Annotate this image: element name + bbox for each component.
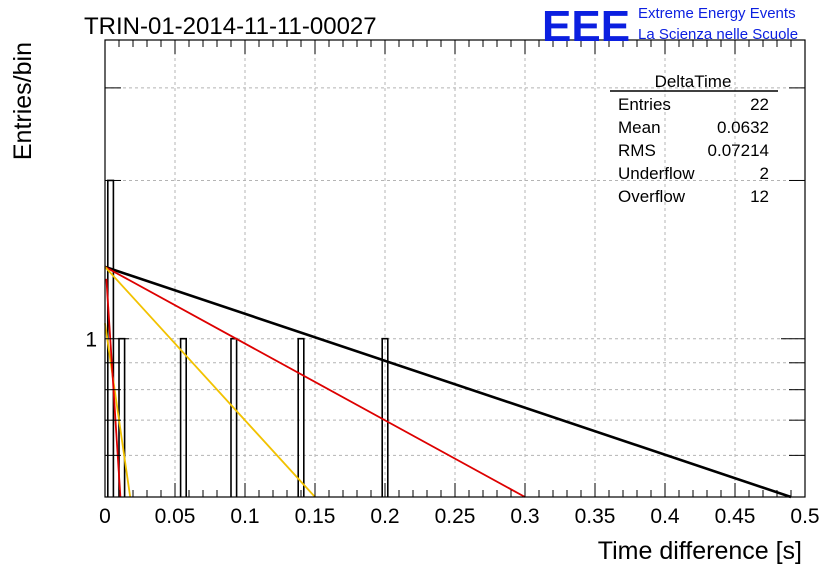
stats-label-overflow: Overflow [618, 187, 686, 206]
histogram-bin [230, 337, 238, 497]
histogram-bin [179, 337, 187, 497]
x-tick-label: 0.4 [650, 505, 680, 528]
fit-line [104, 323, 132, 498]
fit-line [105, 278, 122, 498]
stats-title: DeltaTime [655, 72, 732, 91]
x-tick-label: 0.25 [435, 505, 476, 528]
stats-label-mean: Mean [618, 118, 661, 137]
x-tick-label: 0.3 [510, 505, 539, 528]
fit-line [104, 266, 526, 498]
x-axis-label: Time difference [s] [598, 537, 802, 565]
stats-value-underflow: 2 [760, 164, 769, 183]
stats-label-rms: RMS [618, 141, 656, 160]
x-tick-label: 0.1 [230, 505, 259, 528]
fit-line [104, 265, 792, 499]
stats-label-entries: Entries [618, 95, 671, 114]
x-tick-label: 0.5 [790, 505, 819, 528]
logo-line-1: Extreme Energy Events [638, 5, 796, 22]
stats-value-mean: 0.0632 [717, 118, 769, 137]
stats-value-overflow: 12 [750, 187, 769, 206]
fit-lines [104, 265, 792, 499]
y-axis-label: Entries/bin [9, 42, 37, 160]
axis-ticks: 0 0.05 0.1 0.15 0.2 0.25 0.3 0.35 0.4 0.45 0.5 1 [85, 40, 820, 528]
y-tick-label: 1 [85, 329, 97, 352]
grid-lines [105, 40, 805, 497]
chart-title: TRIN-01-2014-11-11-00027 [84, 13, 377, 40]
x-tick-label: 0.35 [575, 505, 616, 528]
stats-value-entries: 22 [750, 95, 769, 114]
stats-value-rms: 0.07214 [708, 141, 769, 160]
logo-line-2: La Scienza nelle Scuole [638, 26, 798, 43]
x-tick-label: 0.05 [155, 505, 196, 528]
histogram-bin [297, 337, 305, 497]
x-tick-label: 0 [99, 505, 111, 528]
stats-label-underflow: Underflow [618, 164, 695, 183]
eee-logo: EEE [542, 2, 630, 51]
x-tick-label: 0.15 [295, 505, 336, 528]
x-tick-label: 0.2 [370, 505, 399, 528]
fit-line [104, 266, 316, 498]
x-tick-label: 0.45 [715, 505, 756, 528]
stats-box: DeltaTime Entries 22 Mean 0.0632 RMS 0.0… [610, 72, 778, 206]
